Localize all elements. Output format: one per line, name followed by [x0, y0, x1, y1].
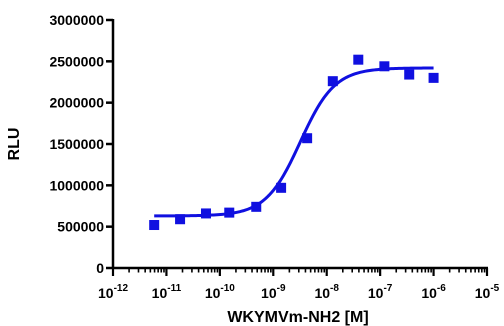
- data-point: [302, 133, 313, 144]
- x-tick-base: 10: [98, 285, 114, 301]
- y-tick-label: 2500000: [49, 53, 104, 69]
- x-tick-label: 10-5: [475, 283, 500, 301]
- x-tick-label: 10-11: [152, 283, 182, 301]
- data-point: [175, 214, 186, 225]
- x-tick-exponent: -10: [220, 283, 235, 294]
- data-point: [353, 54, 364, 65]
- data-point: [404, 69, 415, 80]
- data-point: [224, 207, 235, 218]
- y-tick-label: 500000: [57, 219, 104, 235]
- x-tick-label: 10-9: [261, 283, 286, 301]
- y-tick-label: 1500000: [49, 136, 104, 152]
- x-tick-exponent: -11: [167, 283, 181, 294]
- data-point: [251, 201, 262, 212]
- x-tick-exponent: -7: [383, 283, 392, 294]
- y-axis: 0 500000 1000000 1500000 2000000 2500000 30000…: [49, 12, 115, 276]
- x-tick-exponent: -8: [330, 283, 339, 294]
- fit-curve: [154, 66, 434, 218]
- data-point: [149, 220, 160, 231]
- x-axis-title: WKYMVm-NH2 [M]: [227, 309, 368, 326]
- x-tick-exponent: -9: [277, 283, 286, 294]
- x-tick-label: 10-10: [205, 283, 235, 301]
- x-tick-exponent: -6: [437, 283, 446, 294]
- y-tick-label: 2000000: [49, 95, 104, 111]
- x-tick-base: 10: [205, 285, 221, 301]
- x-tick-label: 10-8: [314, 283, 339, 301]
- x-tick-label: 10-7: [368, 283, 393, 301]
- data-point: [327, 76, 338, 87]
- data-point: [379, 61, 390, 72]
- x-tick-exponent: -12: [114, 283, 129, 294]
- x-tick-base: 10: [475, 285, 491, 301]
- x-tick-exponent: -5: [490, 283, 499, 294]
- y-axis-title: RLU: [6, 128, 23, 161]
- data-point: [276, 182, 287, 193]
- y-tick-label: 3000000: [49, 12, 104, 28]
- data-point: [200, 208, 211, 219]
- x-tick-label: 10-12: [98, 283, 128, 301]
- x-tick-base: 10: [368, 285, 384, 301]
- data-points-layer: [149, 54, 439, 231]
- data-point: [428, 72, 439, 83]
- x-tick-base: 10: [421, 285, 437, 301]
- x-tick-label: 10-6: [421, 283, 446, 301]
- x-axis: 10-12 10-11 10-10 10-9 10-8 10-7 10-6 10-5: [98, 266, 500, 301]
- y-tick-label: 0: [96, 260, 104, 276]
- x-tick-base: 10: [314, 285, 330, 301]
- x-tick-base: 10: [152, 285, 168, 301]
- fit-curve-layer: [154, 66, 434, 218]
- y-tick-label: 1000000: [49, 177, 104, 193]
- x-tick-base: 10: [261, 285, 277, 301]
